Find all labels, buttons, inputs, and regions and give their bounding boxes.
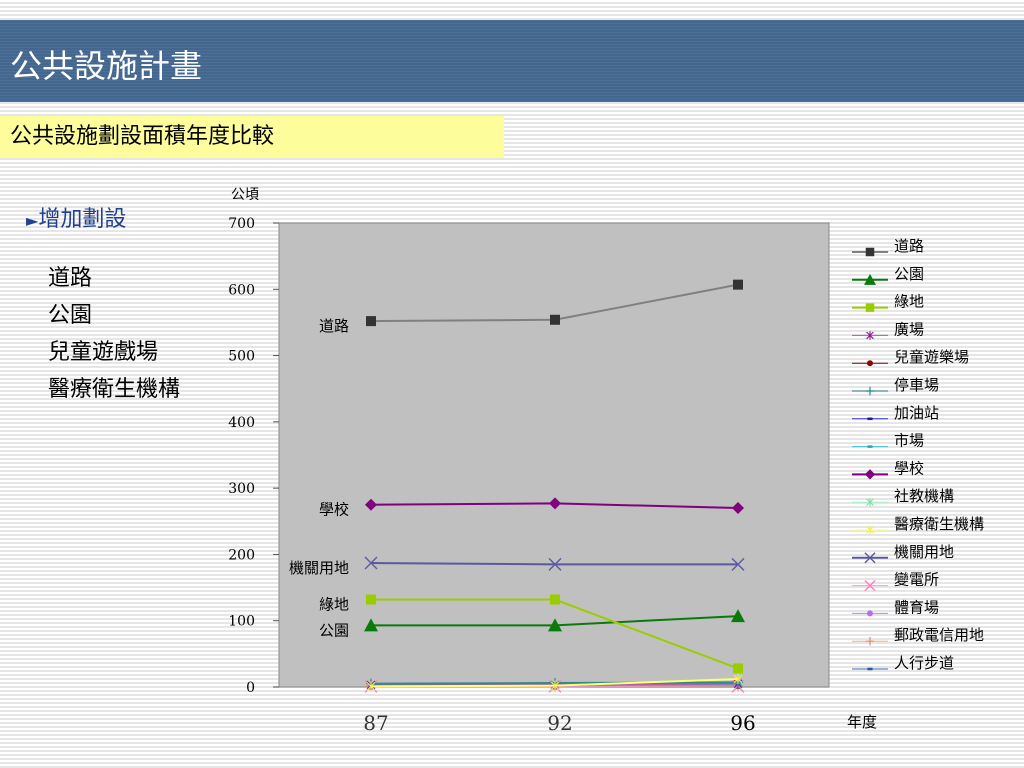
bullet-label: 增加劃設 <box>38 207 127 232</box>
series-0-point <box>550 314 560 325</box>
series-8-data-label: 學校 <box>319 501 349 519</box>
legend-label: 兒童遊樂場 <box>894 348 969 366</box>
legend-label: 醫療衛生機構 <box>894 515 984 533</box>
legend-label: 廣場 <box>894 320 924 338</box>
y-tick-label: 200 <box>228 547 255 563</box>
legend-marker <box>866 525 874 535</box>
legend-marker <box>866 331 874 340</box>
series-11-data-label: 機關用地 <box>289 559 349 577</box>
legend-label: 公園 <box>894 265 924 283</box>
plot-area <box>278 222 830 688</box>
y-tick-label: 100 <box>228 614 255 630</box>
legend-label: 停車場 <box>894 376 939 394</box>
legend-marker <box>864 580 876 592</box>
legend-marker <box>865 247 875 257</box>
legend-label: 市場 <box>894 432 924 450</box>
legend-marker <box>865 636 875 646</box>
chart-subtitle: 公共設施劃設面積年度比較 <box>10 124 275 149</box>
bullet-heading: ►增加劃設 <box>26 206 126 235</box>
legend-label: 體育場 <box>894 598 939 616</box>
list-item: 公園 <box>48 303 93 328</box>
legend-marker <box>865 386 875 396</box>
series-10-point <box>366 681 376 692</box>
list-item: 兒童遊戲場 <box>48 340 159 365</box>
series-2-point <box>733 663 743 674</box>
subtitle-box: 公共設施劃設面積年度比較 <box>0 116 504 158</box>
legend-label: 變電所 <box>894 571 939 589</box>
legend-label: 郵政電信用地 <box>894 626 984 644</box>
y-tick-label: 600 <box>228 282 255 298</box>
series-11-point <box>731 557 745 571</box>
legend-label: 學校 <box>894 459 924 477</box>
title-bar: 公共設施計畫 <box>0 20 1024 102</box>
series-2-data-label: 綠地 <box>319 596 349 614</box>
series-1-point <box>731 609 745 623</box>
list-item: 道路 <box>48 266 93 291</box>
legend-label: 機關用地 <box>894 543 954 561</box>
bullet-arrow-icon: ► <box>26 211 39 230</box>
series-1-data-label: 公園 <box>319 621 349 639</box>
x-axis-label: 年度 <box>847 713 877 731</box>
legend-label: 人行步道 <box>894 654 954 672</box>
series-0-point <box>366 316 376 327</box>
series-1-point <box>548 618 562 632</box>
legend-label: 社教機構 <box>894 487 954 505</box>
series-8-point <box>365 498 377 511</box>
y-tick-label: 400 <box>228 415 255 431</box>
series-10-point <box>550 680 560 691</box>
legend-marker <box>864 273 876 285</box>
series-0-data-label: 道路 <box>319 317 349 335</box>
series-11-point <box>364 556 378 570</box>
legend-marker <box>866 497 874 507</box>
series-11-point <box>548 557 562 571</box>
legend-marker <box>867 667 873 671</box>
x-tick-label: 92 <box>547 711 572 735</box>
series-2-point <box>366 594 376 605</box>
legend-marker <box>864 469 876 480</box>
y-tick-label: 700 <box>228 216 255 232</box>
x-tick-label: 96 <box>730 711 755 735</box>
legend-label: 道路 <box>894 237 924 255</box>
series-0-point <box>733 279 743 290</box>
list-item: 醫療衛生機構 <box>48 377 181 402</box>
x-tick-label: 87 <box>363 711 388 735</box>
legend-marker <box>864 552 876 564</box>
page-title: 公共設施計畫 <box>10 47 203 85</box>
legend-marker <box>865 303 875 312</box>
legend-label: 加油站 <box>894 404 939 422</box>
legend-marker <box>867 445 873 448</box>
y-tick-label: 500 <box>228 349 255 365</box>
y-axis-label: 公頃 <box>231 187 259 203</box>
series-1-point <box>364 618 378 632</box>
legend-label: 綠地 <box>894 293 924 311</box>
legend-marker <box>867 417 873 421</box>
facility-list: 道路 公園 兒童遊戲場 醫療衛生機構 <box>48 260 180 408</box>
series-2-point <box>550 594 560 605</box>
legend-marker <box>867 610 873 617</box>
series-10-point <box>733 674 743 685</box>
legend-marker <box>867 360 873 367</box>
y-tick-label: 0 <box>246 680 255 696</box>
y-tick-label: 300 <box>228 481 255 497</box>
series-8-point <box>549 497 561 510</box>
series-8-point <box>732 502 744 515</box>
